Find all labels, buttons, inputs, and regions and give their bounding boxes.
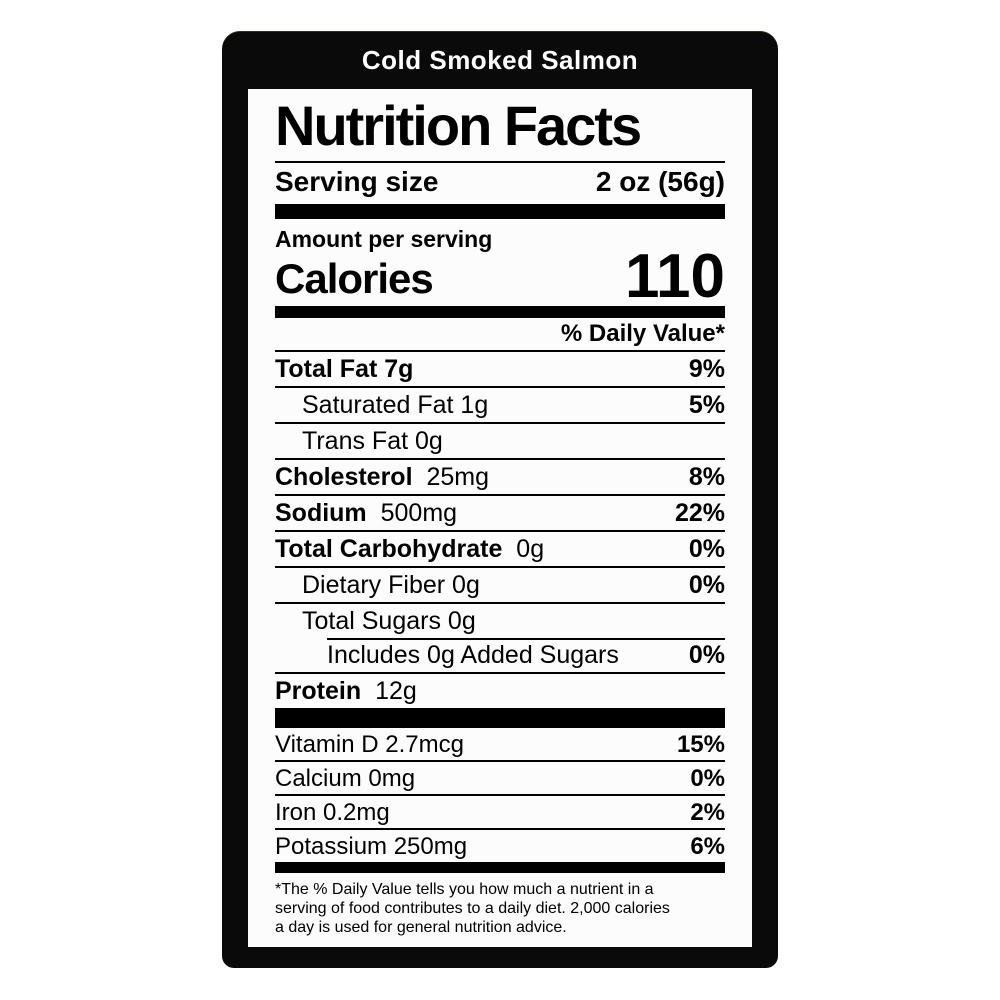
thick-divider-bar xyxy=(275,204,725,219)
nutrient-name: Total Fat 7g xyxy=(275,356,413,382)
vitamin-rows: Vitamin D 2.7mcg 15% Calcium 0mg 0% Iron… xyxy=(275,728,725,862)
nutrient-row: Saturated Fat 1g 5% xyxy=(275,386,725,422)
thick-divider-bar xyxy=(275,306,725,318)
nutrient-row: Total Fat 7g 9% xyxy=(275,350,725,386)
calories-block: Amount per serving Calories 110 xyxy=(275,219,725,311)
nutrient-percent: 5% xyxy=(688,391,725,419)
nutrient-row: Trans Fat 0g xyxy=(275,422,725,458)
nutrition-facts-panel: Nutrition Facts Serving size 2 oz (56g) … xyxy=(248,89,752,947)
daily-value-header: % Daily Value* xyxy=(560,320,725,347)
nutrient-name-rest: Trans Fat 0g xyxy=(302,427,443,455)
nutrient-name: Protein 12g xyxy=(275,678,417,704)
nutrient-percent: 8% xyxy=(688,463,725,491)
nutrient-name: Potassium 250mg xyxy=(275,834,467,859)
nutrient-row: Includes 0g Added Sugars 0% xyxy=(275,638,725,672)
nutrient-name-rest: 500mg xyxy=(380,499,458,527)
nutrient-row: Calcium 0mg 0% xyxy=(275,760,725,794)
product-title: Cold Smoked Salmon xyxy=(361,44,639,75)
nutrient-name-bold: Total Carbohydrate xyxy=(275,535,503,563)
nutrient-percent: 9% xyxy=(688,355,725,383)
nutrient-name-rest: Iron 0.2mg xyxy=(275,799,390,826)
thick-divider-bar xyxy=(275,708,725,728)
serving-size-row: Serving size 2 oz (56g) xyxy=(275,163,725,204)
nutrient-row: Cholesterol 25mg 8% xyxy=(275,458,725,494)
nutrient-name-bold: Total Fat 7g xyxy=(275,355,414,383)
nutrient-percent: 15% xyxy=(676,731,725,758)
nutrient-name: Includes 0g Added Sugars xyxy=(327,642,619,668)
calories-value: 110 xyxy=(624,242,725,311)
nutrient-name-bold: Cholesterol xyxy=(275,463,413,491)
nutrient-name-bold: Sodium xyxy=(275,499,367,527)
nutrient-name: Dietary Fiber 0g xyxy=(302,572,480,598)
nutrient-percent: 6% xyxy=(690,833,725,860)
footnote-line: serving of food contributes to a daily d… xyxy=(275,900,670,917)
nutrient-percent: 22% xyxy=(674,499,725,527)
nutrition-label: Cold Smoked Salmon Nutrition Facts Servi… xyxy=(222,31,778,968)
nutrient-name-rest: Vitamin D 2.7mcg xyxy=(275,731,464,758)
nutrient-row: Vitamin D 2.7mcg 15% xyxy=(275,728,725,760)
nutrient-rows: Total Fat 7g 9% Saturated Fat 1g 5% Tran… xyxy=(275,350,725,708)
nutrient-name-rest: Includes 0g Added Sugars xyxy=(327,641,619,669)
nutrient-name-rest: Potassium 250mg xyxy=(275,833,468,860)
serving-size-value: 2 oz (56g) xyxy=(595,166,725,197)
calories-label: Calories xyxy=(275,255,434,302)
nutrition-facts-title: Nutrition Facts xyxy=(275,93,725,163)
nutrient-row: Protein 12g xyxy=(275,672,725,708)
nutrient-row: Total Carbohydrate 0g 0% xyxy=(275,530,725,566)
nutrient-name-rest: Saturated Fat 1g xyxy=(302,391,489,419)
serving-size-label: Serving size xyxy=(275,166,439,197)
nutrient-row: Sodium 500mg 22% xyxy=(275,494,725,530)
nutrient-name: Calcium 0mg xyxy=(275,766,415,791)
nutrient-percent: 0% xyxy=(690,765,725,792)
nutrient-name: Vitamin D 2.7mcg xyxy=(275,732,464,757)
nutrient-name-rest: Dietary Fiber 0g xyxy=(302,571,480,599)
nutrient-name: Total Sugars 0g xyxy=(302,608,476,634)
nutrient-percent: 0% xyxy=(688,641,725,669)
nutrient-name-rest: Calcium 0mg xyxy=(275,765,416,792)
nutrient-name-rest: Total Sugars 0g xyxy=(302,607,476,635)
nutrient-name-rest: 12g xyxy=(375,677,417,705)
nutrient-row: Iron 0.2mg 2% xyxy=(275,794,725,828)
nutrient-name-rest: 25mg xyxy=(426,463,490,491)
thick-divider-bar xyxy=(275,862,725,873)
calories-row: Calories 110 xyxy=(275,242,725,311)
amount-per-serving-label: Amount per serving xyxy=(275,226,493,252)
nutrient-name: Total Carbohydrate 0g xyxy=(275,536,544,562)
footnote: *The % Daily Value tells you how much a … xyxy=(275,873,725,937)
nutrient-percent: 0% xyxy=(688,535,725,563)
nutrient-name-rest: 0g xyxy=(516,535,545,563)
nutrient-name: Trans Fat 0g xyxy=(302,428,443,454)
nutrient-name: Saturated Fat 1g xyxy=(302,392,488,418)
footnote-line: a day is used for general nutrition advi… xyxy=(275,919,567,936)
nutrient-row: Dietary Fiber 0g 0% xyxy=(275,566,725,602)
nutrient-name: Cholesterol 25mg xyxy=(275,464,489,490)
footnote-line: *The % Daily Value tells you how much a … xyxy=(275,881,654,898)
nutrient-name: Sodium 500mg xyxy=(275,500,457,526)
nutrient-row: Potassium 250mg 6% xyxy=(275,828,725,862)
nutrient-name: Iron 0.2mg xyxy=(275,800,390,825)
nutrient-percent: 0% xyxy=(688,571,725,599)
nutrient-name-bold: Protein xyxy=(275,677,362,705)
nutrient-percent: 2% xyxy=(690,799,725,826)
nutrient-row: Total Sugars 0g xyxy=(275,602,725,638)
